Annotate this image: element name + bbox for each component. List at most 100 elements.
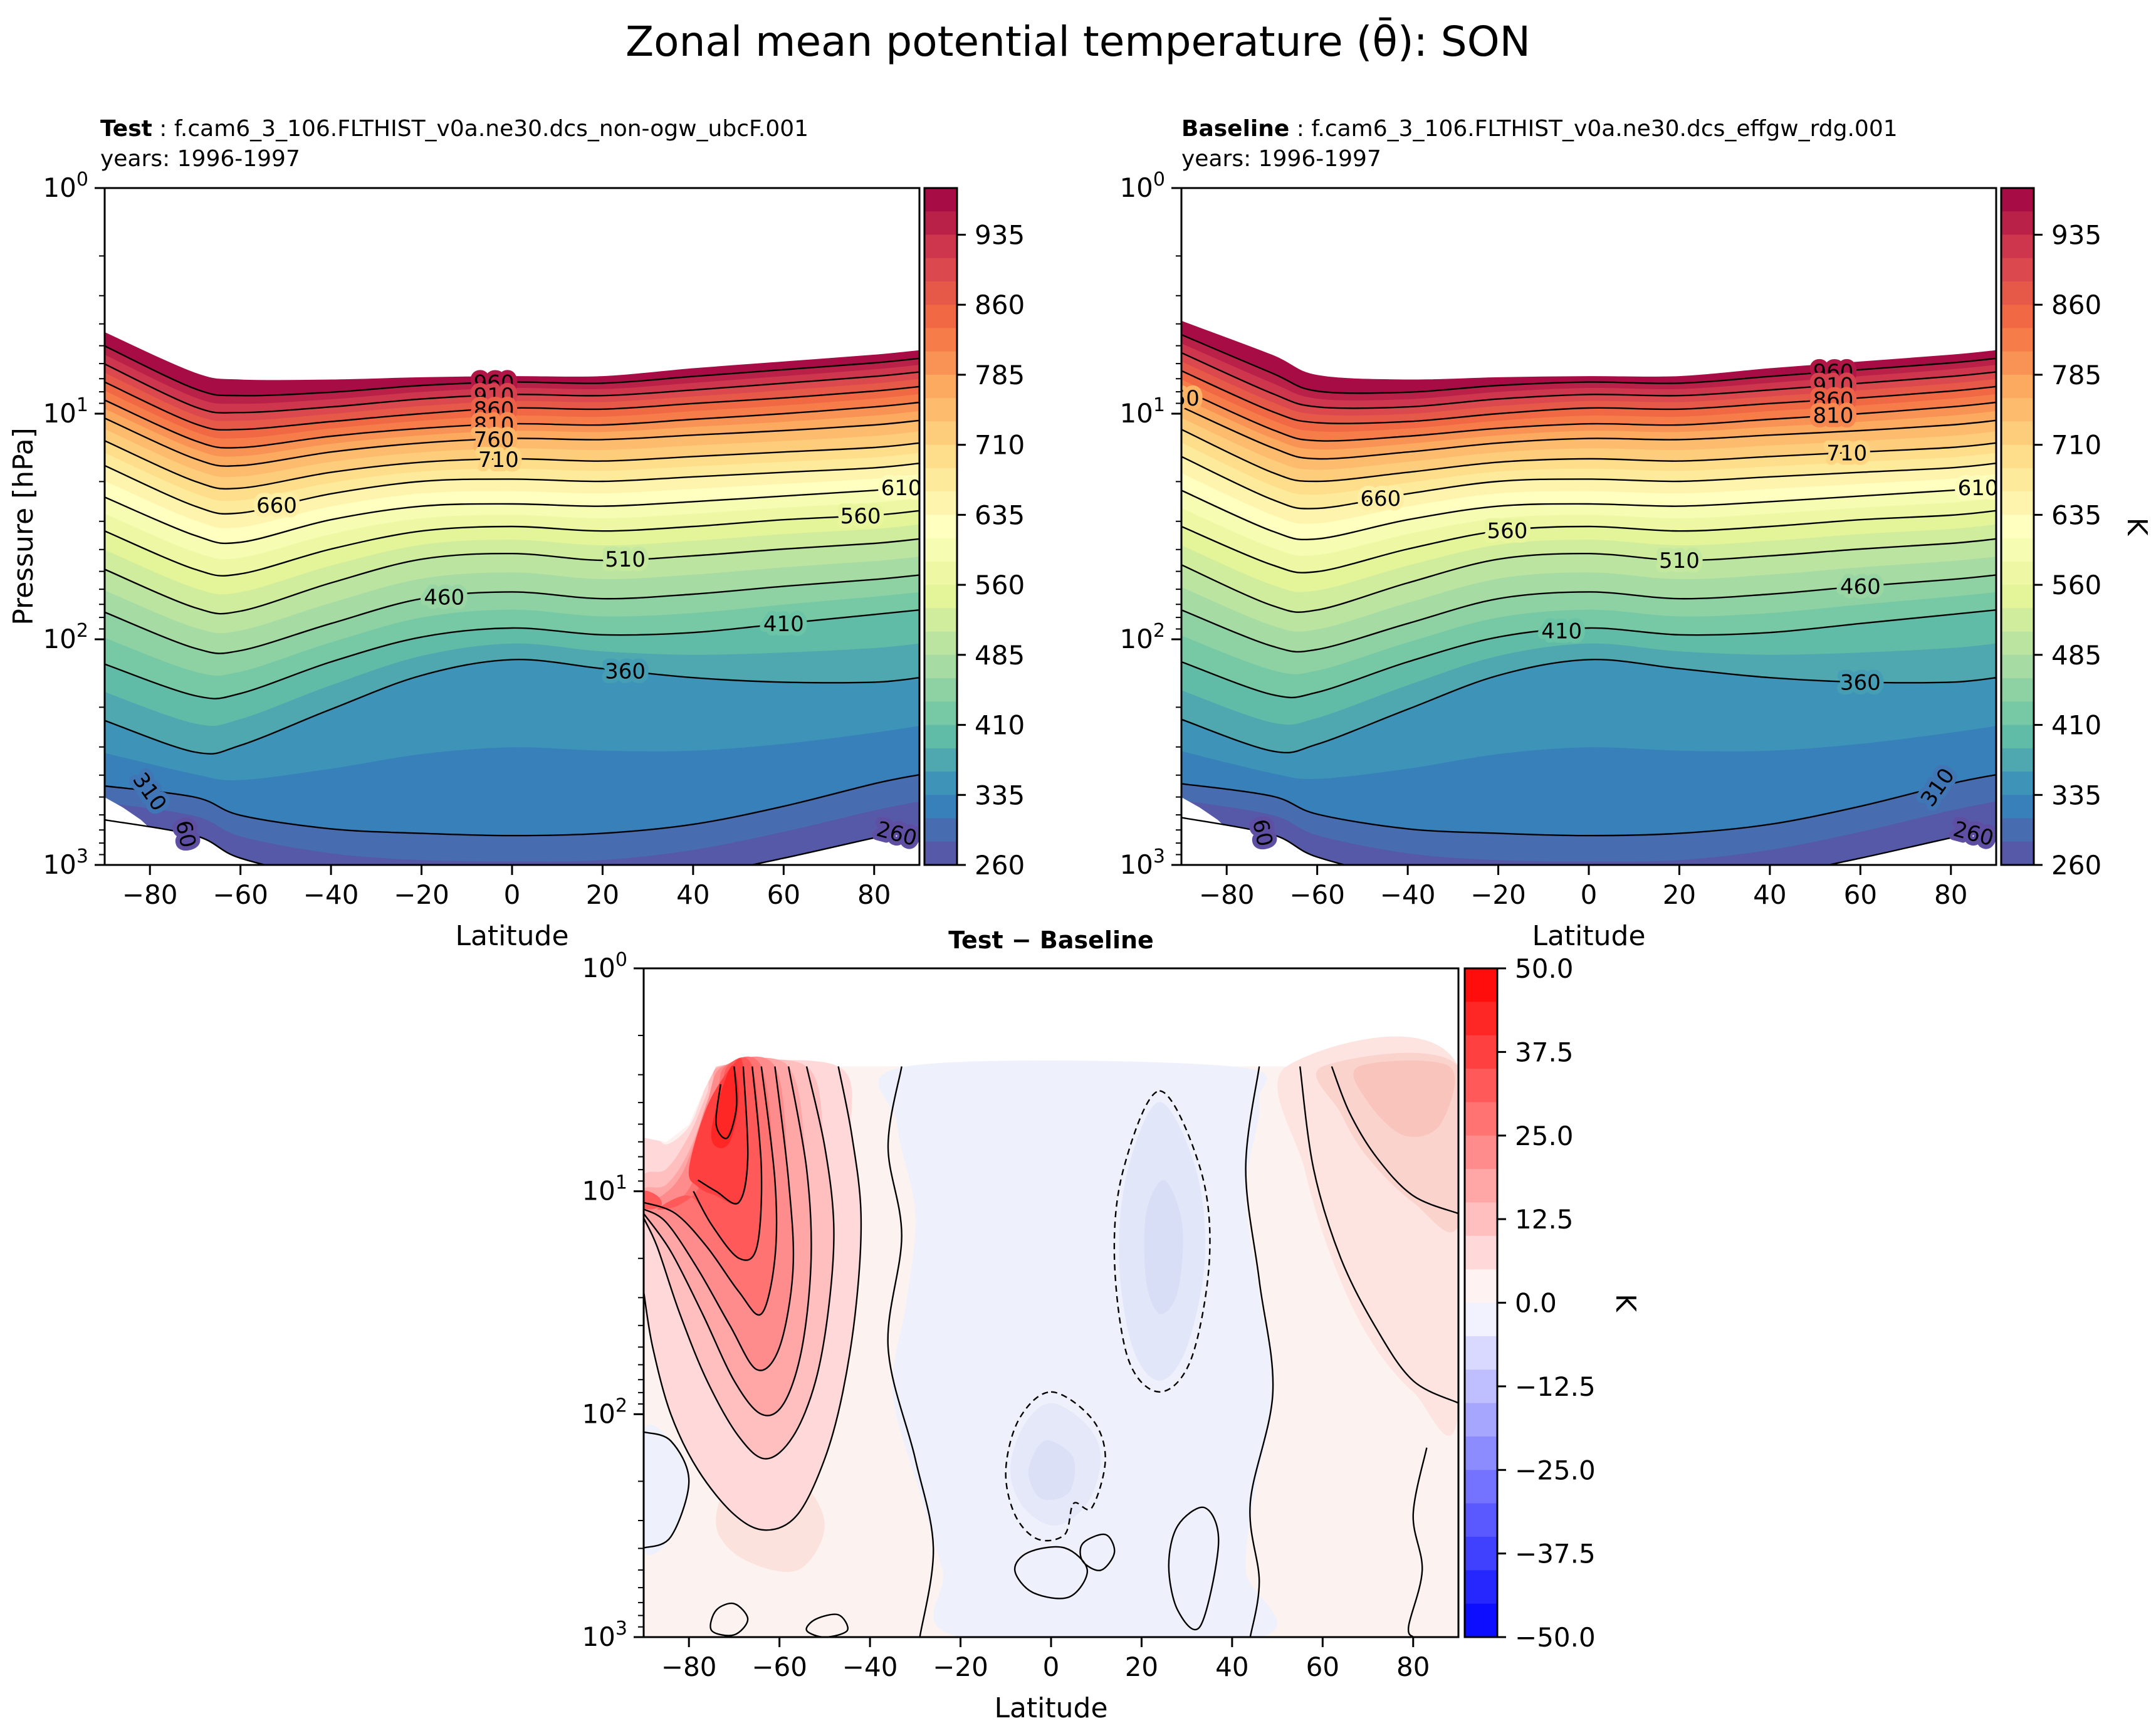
svg-text:635: 635 — [975, 500, 1025, 530]
svg-text:102: 102 — [1119, 620, 1165, 654]
svg-text:710: 710 — [1826, 441, 1867, 466]
baseline-axes: −80 −60 −40 −20 0 20 40 60 80 100 101 102 103 Latitud… — [1119, 169, 1997, 952]
svg-text:Latitude: Latitude — [455, 920, 568, 952]
baseline-panel-heading-line2: years: 1996-1997 — [1181, 145, 1381, 172]
svg-text:−60: −60 — [751, 1652, 807, 1682]
svg-text:100: 100 — [43, 169, 88, 203]
svg-text:810: 810 — [474, 413, 515, 438]
svg-text:410: 410 — [2051, 710, 2101, 741]
svg-text:37.5: 37.5 — [1515, 1037, 1574, 1067]
svg-text:610: 610 — [881, 476, 922, 501]
svg-text:410: 410 — [975, 710, 1025, 741]
svg-text:40: 40 — [1215, 1652, 1248, 1682]
svg-text:20: 20 — [1125, 1652, 1158, 1682]
svg-text:360: 360 — [1840, 670, 1881, 695]
svg-text:485: 485 — [975, 640, 1025, 671]
svg-text:935: 935 — [2051, 220, 2101, 251]
difference-colorbar: 50.0 37.5 25.0 12.5 0.0 −12.5 −25.0 −37.5 −50.0 K — [1463, 953, 1641, 1653]
test-case-name: : f.cam6_3_106.FLTHIST_v0a.ne30.dcs_non-… — [152, 116, 809, 142]
svg-text:25.0: 25.0 — [1515, 1121, 1574, 1151]
svg-text:810: 810 — [1813, 404, 1854, 429]
svg-text:710: 710 — [2051, 430, 2101, 461]
svg-text:40: 40 — [1753, 879, 1786, 910]
difference-panel-title: Test − Baseline — [948, 926, 1154, 954]
svg-text:860: 860 — [474, 397, 515, 422]
svg-text:560: 560 — [2051, 570, 2101, 600]
svg-text:K: K — [1609, 1294, 1641, 1312]
svg-text:50.0: 50.0 — [1515, 953, 1574, 984]
svg-text:760: 760 — [474, 427, 515, 453]
svg-text:20: 20 — [1663, 879, 1696, 910]
baseline-panel-heading-line1: Baseline : f.cam6_3_106.FLTHIST_v0a.ne30… — [1181, 114, 2156, 144]
svg-text:960: 960 — [1813, 360, 1854, 385]
test-panel-heading: Test : f.cam6_3_106.FLTHIST_v0a.ne30.dcs… — [100, 114, 1078, 174]
svg-text:103: 103 — [582, 1618, 627, 1652]
svg-text:−37.5: −37.5 — [1515, 1539, 1596, 1569]
svg-text:60: 60 — [170, 819, 201, 851]
svg-text:−80: −80 — [122, 879, 178, 910]
test-label: Test — [100, 116, 152, 142]
figure-title: Zonal mean potential temperature (θ̄): S… — [625, 18, 1531, 66]
svg-text:Latitude: Latitude — [994, 1692, 1107, 1724]
svg-text:100: 100 — [582, 949, 627, 983]
baseline-label: Baseline — [1181, 116, 1290, 142]
svg-text:860: 860 — [975, 290, 1025, 320]
svg-text:−60: −60 — [1289, 879, 1345, 910]
svg-text:Pressure [hPa]: Pressure [hPa] — [8, 427, 39, 626]
svg-text:660: 660 — [1360, 486, 1401, 511]
svg-text:K: K — [2121, 518, 2153, 537]
baseline-case-name: : f.cam6_3_106.FLTHIST_v0a.ne30.dcs_effg… — [1289, 116, 1898, 142]
svg-text:485: 485 — [2051, 640, 2101, 671]
svg-text:710: 710 — [975, 430, 1025, 461]
svg-text:−40: −40 — [842, 1652, 898, 1682]
svg-text:0.0: 0.0 — [1515, 1288, 1557, 1319]
svg-text:100: 100 — [1119, 169, 1165, 203]
svg-text:0: 0 — [1581, 879, 1598, 910]
svg-text:260: 260 — [975, 850, 1025, 881]
svg-text:460: 460 — [1840, 574, 1881, 599]
svg-text:−80: −80 — [1199, 879, 1255, 910]
difference-plot: −80 −60 −40 −20 0 20 40 60 80 100 101 102 103 Latitud… — [582, 949, 1641, 1724]
svg-text:60: 60 — [1247, 817, 1277, 849]
svg-text:−40: −40 — [303, 879, 359, 910]
svg-text:335: 335 — [2051, 780, 2101, 810]
svg-text:785: 785 — [2051, 360, 2101, 390]
svg-text:−80: −80 — [661, 1652, 717, 1682]
svg-text:−20: −20 — [1470, 879, 1526, 910]
svg-text:410: 410 — [763, 612, 804, 637]
svg-text:103: 103 — [1119, 846, 1165, 880]
test-colorbar: 935 860 785 710 635 560 485 410 335 260 — [923, 187, 1025, 881]
svg-text:101: 101 — [582, 1172, 627, 1207]
svg-text:935: 935 — [975, 220, 1025, 251]
svg-text:101: 101 — [1119, 394, 1165, 429]
svg-text:460: 460 — [424, 585, 464, 610]
svg-text:80: 80 — [1934, 879, 1967, 910]
test-plot: 9609108608107607106606105605104604103603… — [8, 169, 1025, 952]
svg-text:40: 40 — [676, 879, 709, 910]
baseline-panel-heading: Baseline : f.cam6_3_106.FLTHIST_v0a.ne30… — [1181, 114, 2156, 174]
svg-text:260: 260 — [2051, 850, 2101, 881]
svg-text:910: 910 — [474, 384, 515, 409]
svg-text:101: 101 — [43, 394, 88, 429]
svg-text:80: 80 — [857, 879, 891, 910]
svg-text:860: 860 — [2051, 290, 2101, 320]
svg-text:635: 635 — [2051, 500, 2101, 530]
svg-text:−12.5: −12.5 — [1515, 1371, 1596, 1402]
svg-text:50: 50 — [1173, 386, 1200, 411]
svg-text:Latitude: Latitude — [1532, 920, 1645, 952]
svg-text:102: 102 — [582, 1395, 627, 1429]
svg-text:80: 80 — [1396, 1652, 1430, 1682]
svg-text:60: 60 — [1844, 879, 1877, 910]
svg-text:60: 60 — [767, 879, 800, 910]
svg-text:710: 710 — [478, 448, 519, 473]
svg-text:560: 560 — [1487, 519, 1528, 544]
svg-text:−60: −60 — [212, 879, 268, 910]
svg-text:610: 610 — [1958, 476, 1999, 501]
svg-text:0: 0 — [504, 879, 521, 910]
svg-text:510: 510 — [605, 547, 646, 572]
svg-text:410: 410 — [1541, 619, 1582, 644]
svg-text:103: 103 — [43, 846, 88, 880]
